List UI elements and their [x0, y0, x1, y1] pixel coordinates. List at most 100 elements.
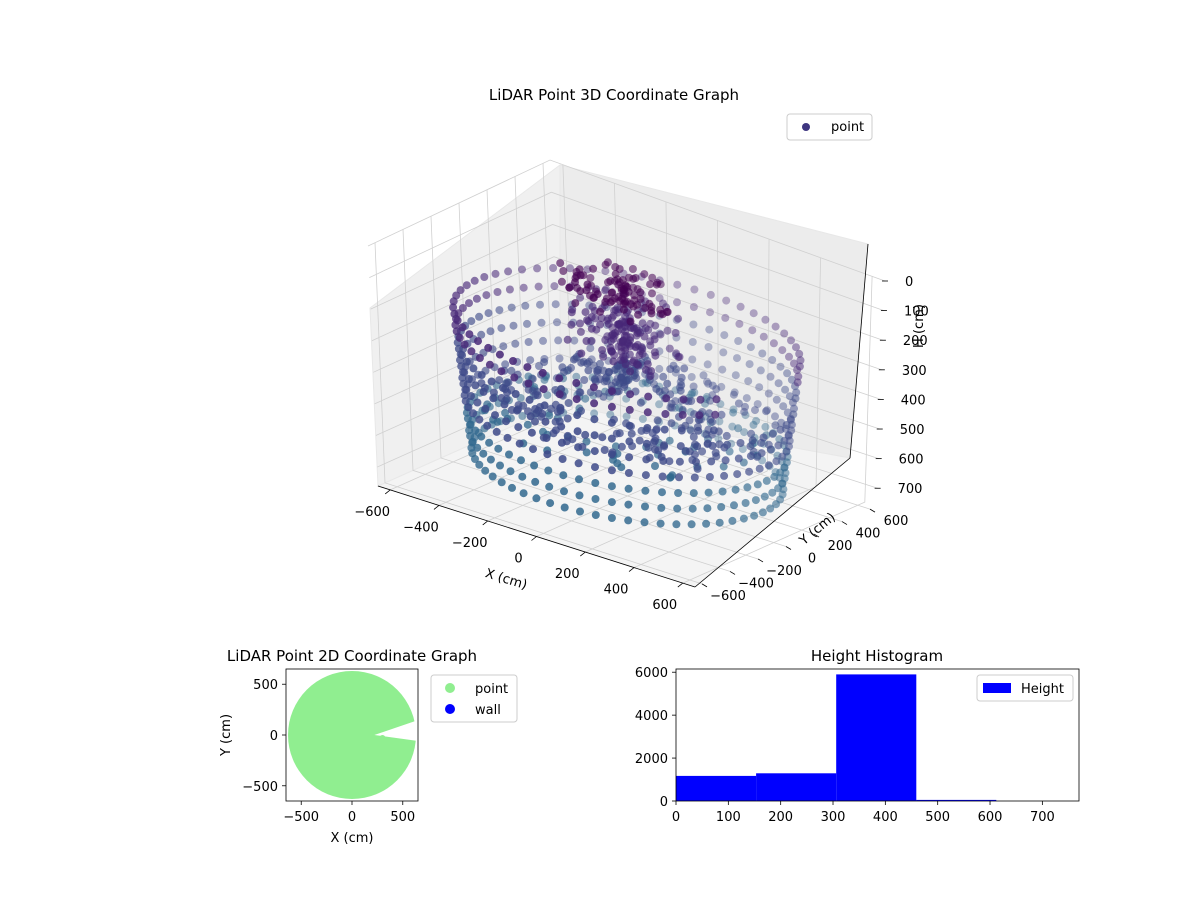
point-marker [576, 388, 585, 397]
hist-title: Height Histogram [811, 647, 943, 665]
point-marker [525, 395, 534, 404]
point-marker [746, 343, 755, 352]
point-marker [540, 401, 549, 410]
point-marker [479, 387, 488, 396]
point-marker [693, 464, 702, 473]
point-marker [607, 402, 616, 411]
point-marker [630, 356, 639, 365]
point-marker [499, 383, 507, 392]
point-marker [593, 290, 602, 299]
point-marker [515, 439, 524, 448]
point-marker [717, 382, 726, 391]
point-marker [790, 359, 798, 368]
point-marker [690, 388, 699, 397]
point-marker [623, 283, 632, 291]
point-marker [774, 379, 783, 388]
point-marker [524, 338, 533, 346]
point-marker [600, 446, 609, 454]
point-marker [589, 264, 598, 273]
x-tick-label-hist: 700 [1030, 810, 1055, 825]
point-marker [624, 500, 633, 509]
point-marker [497, 478, 506, 487]
point-marker [596, 375, 604, 384]
point-marker [492, 427, 501, 436]
point-marker [576, 287, 585, 296]
y-tick-label: −400 [738, 576, 774, 591]
point-marker [741, 499, 750, 507]
y-tick-label-2d: 0 [270, 729, 278, 744]
legend-wall-label: wall [475, 703, 501, 718]
point-marker [622, 412, 631, 421]
y-tick-label: 200 [828, 539, 853, 554]
x-tick-label: 600 [652, 598, 677, 613]
point-marker [762, 407, 771, 416]
point-marker [745, 467, 754, 476]
point-marker [508, 483, 516, 492]
point-marker [537, 318, 546, 327]
x-tick-label-hist: 600 [978, 810, 1003, 825]
point-marker [452, 327, 461, 336]
point-marker [533, 391, 542, 400]
point-marker [779, 402, 788, 411]
point-marker [706, 308, 714, 317]
point-marker [733, 354, 741, 363]
point-marker [519, 489, 528, 498]
point-marker [573, 411, 582, 420]
y-tick-label: −600 [710, 589, 746, 604]
point-marker [702, 392, 711, 401]
point-marker [690, 473, 699, 482]
point-marker [459, 379, 468, 388]
point-marker [607, 466, 616, 475]
point-marker [511, 390, 520, 398]
point-marker [580, 376, 589, 384]
point-marker [505, 285, 514, 294]
point-marker [780, 329, 789, 338]
x-tick-label-hist: 300 [821, 810, 846, 825]
histogram-bars [676, 674, 997, 801]
point-marker [680, 364, 689, 373]
point-marker [462, 357, 471, 366]
point-marker [493, 417, 502, 426]
point-marker [721, 313, 730, 322]
point-marker [643, 408, 652, 417]
point-marker [587, 324, 596, 333]
point-marker [466, 420, 475, 429]
point-marker [781, 385, 790, 394]
point-marker [497, 394, 506, 402]
point-marker [596, 320, 605, 329]
point-marker [795, 362, 804, 371]
point-marker [458, 351, 466, 360]
point-marker [607, 482, 616, 491]
point-marker [479, 449, 488, 458]
point-marker [626, 336, 634, 345]
point-marker [640, 270, 649, 279]
point-marker [733, 470, 742, 479]
wedge-gap [374, 720, 418, 741]
point-marker [723, 440, 732, 449]
point-marker [651, 445, 660, 454]
point-marker [572, 272, 581, 280]
point-marker [450, 309, 459, 318]
point-marker [618, 325, 626, 334]
point-marker [471, 455, 479, 463]
point-marker [553, 318, 561, 327]
point-marker [635, 351, 644, 360]
point-marker [453, 316, 462, 325]
point-marker [590, 431, 599, 440]
point-marker [722, 431, 731, 440]
point-marker [660, 425, 669, 434]
point-marker [758, 508, 767, 517]
point-marker [647, 309, 656, 318]
point-marker [527, 428, 536, 437]
point-marker [672, 365, 681, 374]
point-marker [483, 421, 492, 430]
point-marker [574, 443, 583, 452]
point-marker [751, 406, 759, 415]
point-marker [524, 385, 533, 394]
point-marker [661, 410, 670, 418]
point-marker [486, 455, 495, 464]
x-tick-mark [531, 536, 537, 541]
point-marker [468, 437, 477, 446]
point-marker [575, 491, 584, 500]
grid-line-z [375, 352, 879, 460]
